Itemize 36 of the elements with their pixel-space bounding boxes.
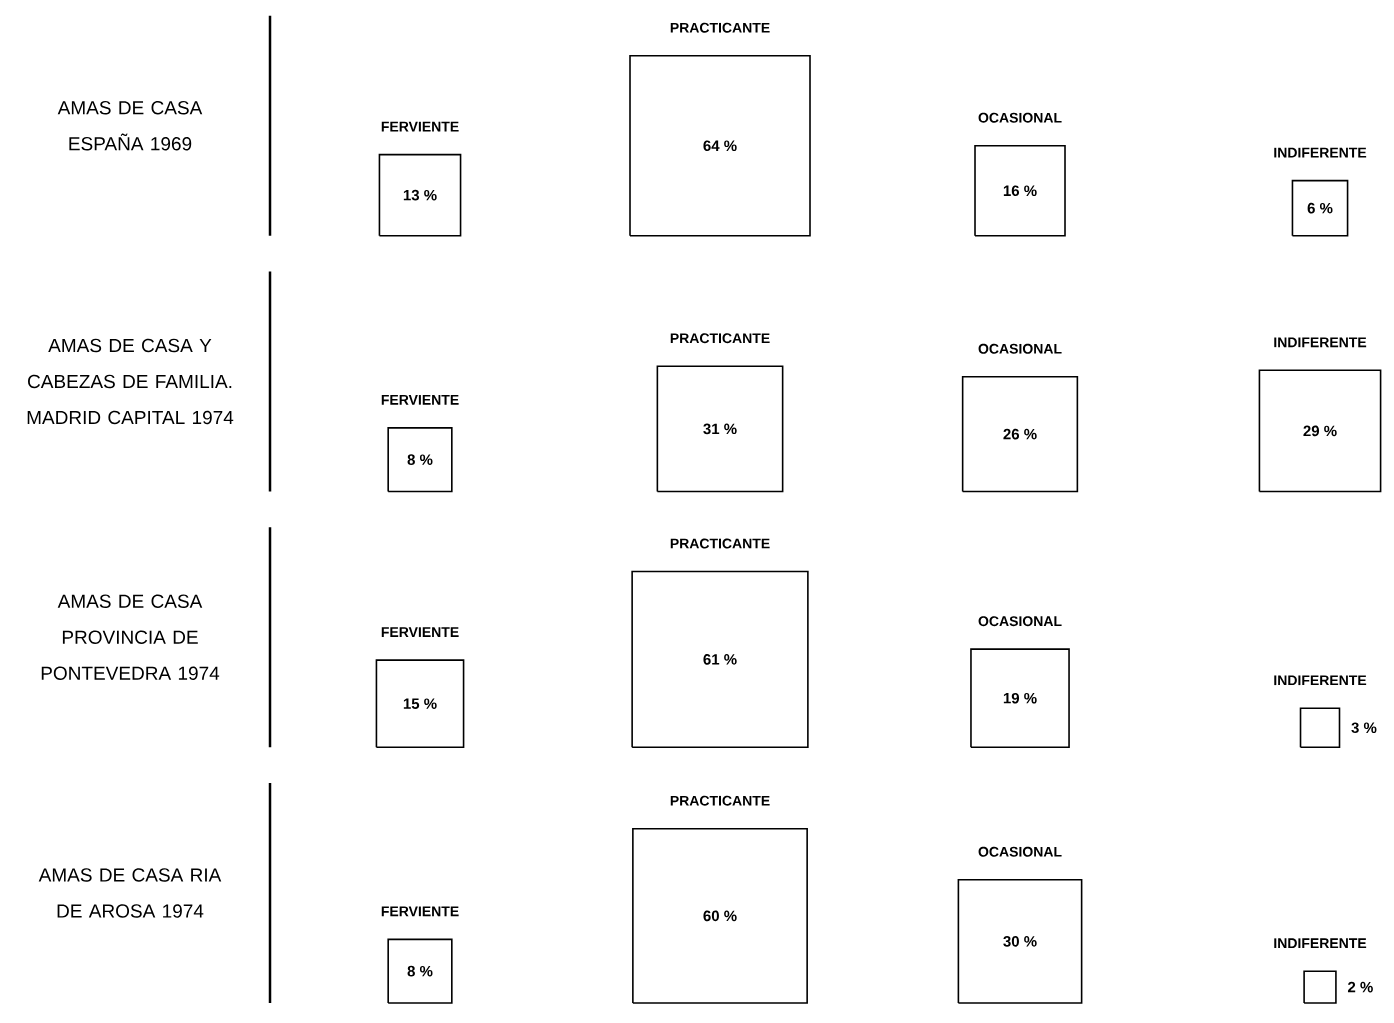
category-label: INDIFERENTE [1274,337,1367,348]
category-label: OCASIONAL [978,846,1062,857]
text: AMAS DE CASA RIA DE AROSA 1974 [38,868,222,918]
data-label: 16 % [1003,185,1037,197]
data-label: 15 % [403,698,437,709]
data-label: 29 % [1303,425,1337,437]
data-label: 13 % [403,189,437,201]
data-label: 61 % [703,654,737,665]
data-label: 6 % [1307,202,1333,214]
category-label: OCASIONAL [978,343,1062,354]
data-label: 3 % [1351,722,1377,734]
category-label: PRACTICANTE [670,538,770,549]
category-label: FERVIENTE [381,906,459,917]
data-label: 31 % [703,423,737,435]
category-label: PRACTICANTE [670,22,770,33]
data-label: 2 % [1347,981,1373,993]
text: AMAS DE CASA Y CABEZAS DE FAMILIA. MADRID CAPITAL 1974 [27,338,234,425]
text: AMAS DE CASA PROVINCIA DE PONTEVEDRA 1974 [41,594,220,680]
data-label: 26 % [1003,428,1037,440]
data-label: 8 % [407,454,433,465]
category-label: OCASIONAL [978,112,1062,123]
category-label: INDIFERENTE [1274,147,1367,158]
category-label: FERVIENTE [381,121,459,132]
text: AMAS DE CASA ESPAÑA 1969 [57,101,203,151]
category-label: PRACTICANTE [670,333,770,344]
category-label: OCASIONAL [978,616,1062,627]
data-label: 64 % [703,140,737,152]
data-label: 60 % [703,910,737,922]
data-label: 19 % [1003,692,1037,704]
category-label: INDIFERENTE [1274,675,1367,686]
category-label: PRACTICANTE [670,795,770,806]
category-label: INDIFERENTE [1274,938,1367,948]
category-label: FERVIENTE [381,395,459,405]
data-label: 30 % [1003,936,1037,947]
category-label: FERVIENTE [381,627,459,637]
data-label: 8 % [407,965,433,977]
